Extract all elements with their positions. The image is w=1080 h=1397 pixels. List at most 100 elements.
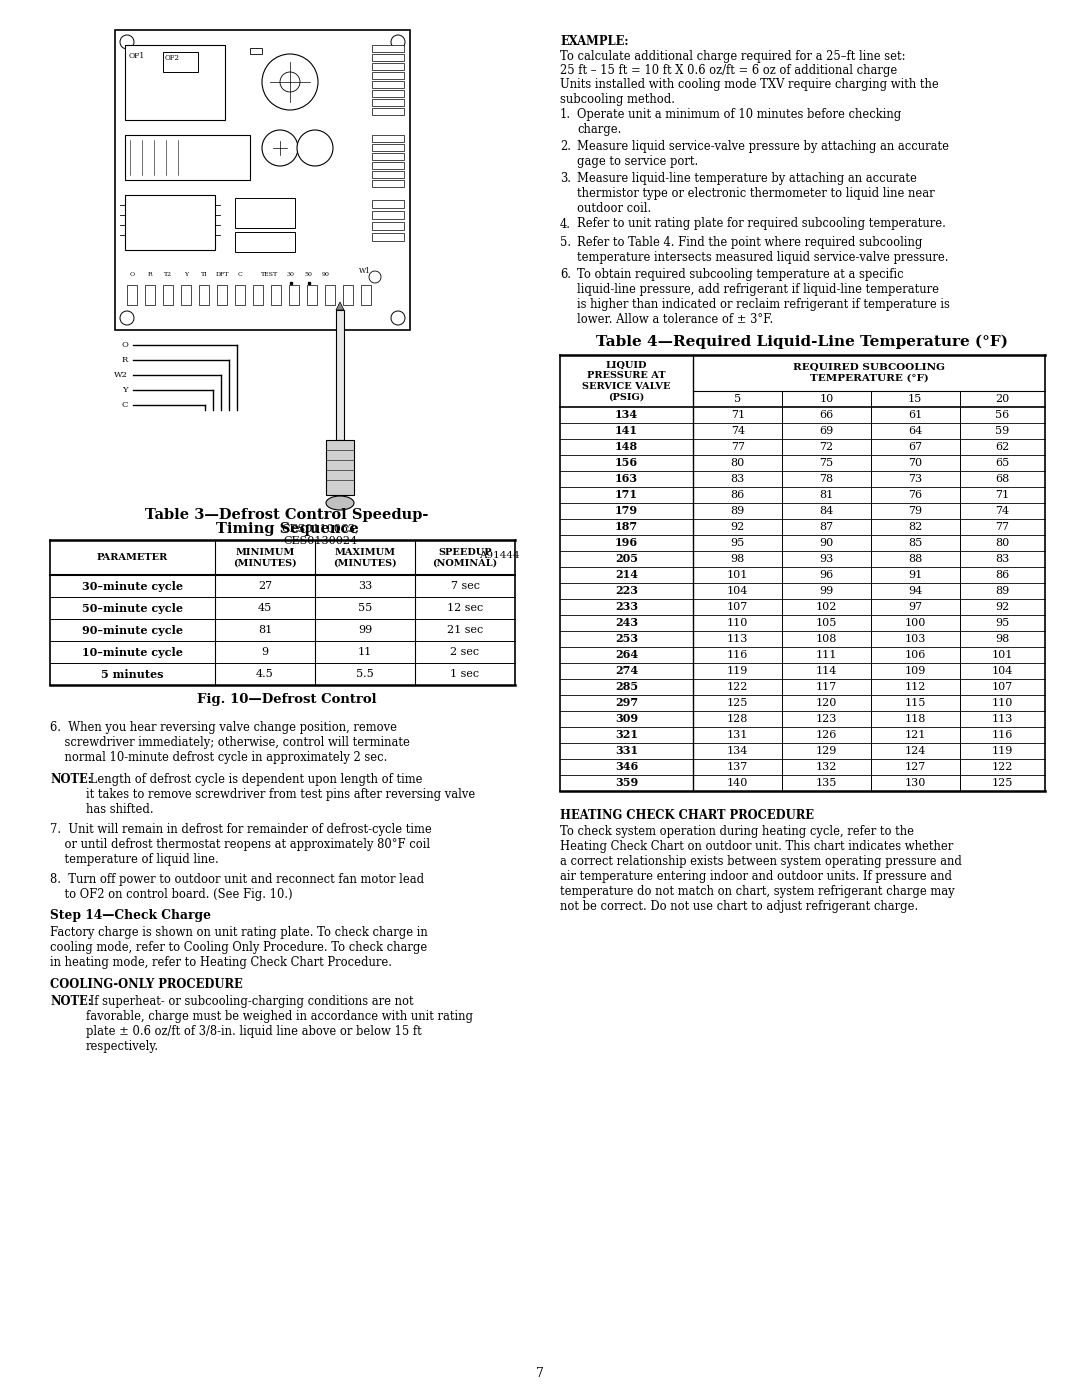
Text: 122: 122	[991, 761, 1013, 773]
Text: 309: 309	[616, 714, 638, 725]
Text: Table 3—Defrost Control Speedup-: Table 3—Defrost Control Speedup-	[146, 509, 429, 522]
Text: 1 sec: 1 sec	[450, 669, 480, 679]
Text: 116: 116	[991, 731, 1013, 740]
Text: 113: 113	[727, 634, 748, 644]
Text: 112: 112	[905, 682, 926, 692]
Text: 90: 90	[322, 272, 330, 277]
Text: 92: 92	[731, 522, 745, 532]
Text: 70: 70	[908, 458, 922, 468]
Text: Timing Sequence: Timing Sequence	[216, 522, 359, 536]
Text: 125: 125	[727, 698, 748, 708]
Text: 15: 15	[908, 394, 922, 404]
Text: 95: 95	[731, 538, 745, 548]
Bar	[326, 440, 354, 495]
Text: OF1: OF1	[129, 52, 145, 60]
Bar	[372, 89, 404, 96]
Bar	[249, 47, 262, 54]
Text: 134: 134	[727, 746, 748, 756]
Text: 84: 84	[820, 506, 834, 515]
Text: T2: T2	[164, 272, 172, 277]
Bar	[163, 285, 173, 305]
Text: 86: 86	[995, 570, 1010, 580]
Bar	[372, 81, 404, 88]
Text: 81: 81	[820, 490, 834, 500]
Text: 141: 141	[616, 426, 638, 436]
Text: 156: 156	[616, 457, 638, 468]
Bar	[217, 285, 227, 305]
Text: 99: 99	[820, 585, 834, 597]
Text: 108: 108	[815, 634, 837, 644]
Text: 6.: 6.	[561, 268, 571, 281]
Bar	[372, 45, 404, 52]
Bar	[181, 285, 191, 305]
Text: 109: 109	[905, 666, 926, 676]
Text: 11: 11	[357, 647, 373, 657]
Text: Measure liquid-line temperature by attaching an accurate
thermistor type or elec: Measure liquid-line temperature by attac…	[577, 172, 934, 215]
Text: 56: 56	[995, 409, 1010, 420]
Text: 87: 87	[820, 522, 834, 532]
Text: 117: 117	[815, 682, 837, 692]
Text: Units installed with cooling mode TXV require charging with the
subcooling metho: Units installed with cooling mode TXV re…	[561, 78, 939, 106]
Text: 114: 114	[815, 666, 837, 676]
Bar	[372, 200, 404, 208]
Text: CES0110063,: CES0110063,	[281, 522, 359, 534]
Bar	[372, 144, 404, 151]
Text: 10: 10	[820, 394, 834, 404]
Text: 50–minute cycle: 50–minute cycle	[82, 602, 183, 613]
Bar	[372, 73, 404, 80]
Text: 5.5: 5.5	[356, 669, 374, 679]
Text: 73: 73	[908, 474, 922, 483]
Text: 346: 346	[616, 761, 638, 773]
Text: 27: 27	[258, 581, 272, 591]
Text: 68: 68	[995, 474, 1010, 483]
Text: 101: 101	[991, 650, 1013, 659]
Bar	[361, 285, 372, 305]
Bar	[235, 232, 295, 251]
Text: 8.  Turn off power to outdoor unit and reconnect fan motor lead
    to OF2 on co: 8. Turn off power to outdoor unit and re…	[50, 873, 424, 901]
Text: 83: 83	[995, 555, 1010, 564]
Text: 101: 101	[727, 570, 748, 580]
Text: MAXIMUM
(MINUTES): MAXIMUM (MINUTES)	[334, 548, 396, 567]
Text: 107: 107	[991, 682, 1013, 692]
Text: 74: 74	[731, 426, 745, 436]
Bar	[372, 170, 404, 177]
Text: EXAMPLE:: EXAMPLE:	[561, 35, 629, 47]
Bar	[372, 99, 404, 106]
Text: 80: 80	[731, 458, 745, 468]
Text: 30: 30	[286, 272, 294, 277]
Text: If superheat- or subcooling-charging conditions are not
favorable, charge must b: If superheat- or subcooling-charging con…	[86, 995, 473, 1053]
Bar	[372, 211, 404, 219]
Bar	[372, 180, 404, 187]
Text: 171: 171	[616, 489, 638, 500]
Text: 132: 132	[815, 761, 837, 773]
Text: 223: 223	[616, 585, 638, 597]
Text: 264: 264	[616, 650, 638, 661]
Text: 3.: 3.	[561, 172, 571, 184]
Text: 65: 65	[995, 458, 1010, 468]
Text: 140: 140	[727, 778, 748, 788]
Text: 131: 131	[727, 731, 748, 740]
Text: 94: 94	[908, 585, 922, 597]
Text: 59: 59	[995, 426, 1010, 436]
Text: 45: 45	[258, 604, 272, 613]
Bar	[307, 285, 318, 305]
Text: 74: 74	[996, 506, 1010, 515]
Text: 105: 105	[815, 617, 837, 629]
Text: 72: 72	[820, 441, 834, 453]
Bar	[372, 154, 404, 161]
Bar	[325, 285, 335, 305]
Text: 66: 66	[820, 409, 834, 420]
Text: 81: 81	[258, 624, 272, 636]
Text: 253: 253	[616, 633, 638, 644]
Text: A91444: A91444	[480, 550, 519, 560]
Text: NOTE:: NOTE:	[50, 773, 92, 787]
Text: 187: 187	[616, 521, 638, 532]
Bar	[372, 63, 404, 70]
Text: 116: 116	[727, 650, 748, 659]
Text: 107: 107	[727, 602, 748, 612]
Text: 78: 78	[820, 474, 834, 483]
Text: 100: 100	[905, 617, 926, 629]
Text: 90–minute cycle: 90–minute cycle	[82, 624, 183, 636]
Text: 20: 20	[995, 394, 1010, 404]
Text: 5: 5	[734, 394, 741, 404]
